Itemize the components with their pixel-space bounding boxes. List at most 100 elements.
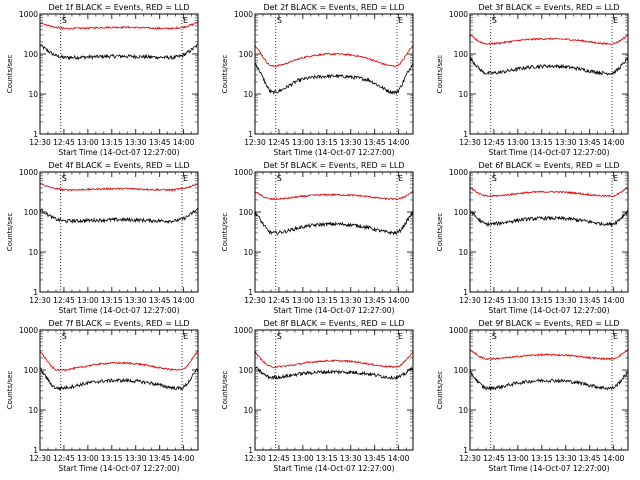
x-tick-label: 14:00	[603, 296, 625, 305]
x-axis-label: Start Time (14-Oct-07 12:27:00)	[58, 306, 179, 315]
y-tick-label: 100	[24, 208, 39, 217]
x-tick-label: 12:45	[53, 454, 75, 463]
y-tick-label: 1000	[449, 168, 468, 177]
detector-panel-6: Det 6f BLACK = Events, RED = LLD Counts/s…	[436, 161, 629, 315]
x-tick-label: 13:00	[77, 296, 99, 305]
marker-label-s: S	[492, 174, 497, 183]
series-lld-line	[469, 348, 629, 361]
series-events-line	[469, 369, 629, 391]
x-tick-label: 13:15	[316, 138, 338, 147]
plot-frame	[254, 13, 414, 135]
detector-panel-5: Det 5f BLACK = Events, RED = LLD Counts/s…	[221, 161, 414, 315]
y-tick-label: 1000	[449, 10, 468, 19]
series-events-line	[39, 207, 199, 225]
y-tick-label: 100	[454, 208, 469, 217]
y-tick-label: 100	[454, 50, 469, 59]
x-tick-label: 12:45	[268, 454, 290, 463]
y-tick-label: 10	[243, 406, 253, 415]
y-axis-label: Counts/sec	[436, 213, 444, 252]
y-tick-label: 1	[33, 288, 38, 297]
x-tick-label: 13:00	[77, 138, 99, 147]
x-tick-label: 13:30	[555, 454, 577, 463]
x-tick-label: 12:45	[53, 138, 75, 147]
x-axis-label: Start Time (14-Oct-07 12:27:00)	[273, 148, 394, 157]
x-tick-label: 13:15	[101, 454, 123, 463]
y-tick-label: 1	[463, 288, 468, 297]
x-tick-label: 12:30	[459, 138, 481, 147]
x-axis-label: Start Time (14-Oct-07 12:27:00)	[58, 148, 179, 157]
x-tick-label: 12:45	[53, 296, 75, 305]
marker-label-s: S	[62, 332, 67, 341]
y-tick-label: 1000	[19, 10, 38, 19]
y-tick-label: 1	[248, 130, 253, 139]
marker-label-e: E	[183, 174, 188, 183]
x-tick-label: 13:15	[101, 138, 123, 147]
x-tick-label: 12:30	[244, 138, 266, 147]
y-tick-label: 1	[33, 446, 38, 455]
x-tick-label: 13:30	[125, 454, 147, 463]
panel-title: Det 9f BLACK = Events, RED = LLD	[478, 319, 619, 328]
detector-panel-9: Det 9f BLACK = Events, RED = LLD Counts/s…	[436, 319, 629, 473]
detector-panel-8: Det 8f BLACK = Events, RED = LLD Counts/s…	[221, 319, 414, 473]
y-tick-label: 1000	[19, 326, 38, 335]
detector-panel-7: Det 7f BLACK = Events, RED = LLD Counts/s…	[6, 319, 199, 473]
x-axis-label: Start Time (14-Oct-07 12:27:00)	[273, 464, 394, 473]
y-tick-label: 100	[24, 50, 39, 59]
marker-label-e: E	[183, 332, 188, 341]
x-tick-label: 13:00	[507, 296, 529, 305]
x-axis-label: Start Time (14-Oct-07 12:27:00)	[488, 148, 609, 157]
x-axis-label: Start Time (14-Oct-07 12:27:00)	[273, 306, 394, 315]
marker-label-s: S	[62, 174, 67, 183]
x-tick-label: 14:00	[173, 454, 195, 463]
y-tick-label: 10	[243, 248, 253, 257]
y-axis-label: Counts/sec	[6, 213, 14, 252]
detector-panel-4: Det 4f BLACK = Events, RED = LLD Counts/s…	[6, 161, 199, 315]
y-tick-label: 10	[28, 90, 38, 99]
marker-label-e: E	[398, 16, 403, 25]
y-tick-label: 100	[239, 50, 254, 59]
plot-frame	[39, 171, 199, 293]
panel-title: Det 8f BLACK = Events, RED = LLD	[263, 319, 404, 328]
x-tick-label: 13:00	[77, 454, 99, 463]
y-axis-label: Counts/sec	[436, 371, 444, 410]
x-tick-label: 13:00	[507, 454, 529, 463]
x-tick-label: 13:15	[531, 138, 553, 147]
y-tick-label: 10	[458, 90, 468, 99]
y-axis-label: Counts/sec	[6, 371, 14, 410]
x-tick-label: 13:45	[149, 296, 171, 305]
series-lld-line	[39, 350, 199, 372]
x-tick-label: 13:45	[149, 138, 171, 147]
panel-title: Det 3f BLACK = Events, RED = LLD	[478, 3, 619, 12]
x-tick-label: 12:45	[483, 138, 505, 147]
y-tick-label: 100	[454, 366, 469, 375]
x-tick-label: 13:00	[292, 138, 314, 147]
y-tick-label: 1000	[19, 168, 38, 177]
series-lld-line	[39, 21, 199, 31]
x-tick-label: 12:30	[244, 454, 266, 463]
series-events-line	[469, 209, 629, 228]
x-tick-label: 13:15	[316, 296, 338, 305]
y-axis-label: Counts/sec	[221, 55, 229, 94]
y-tick-label: 100	[24, 366, 39, 375]
x-tick-label: 13:45	[579, 454, 601, 463]
series-lld-line	[254, 190, 414, 201]
marker-label-e: E	[398, 174, 403, 183]
y-tick-label: 10	[28, 406, 38, 415]
panel-title: Det 6f BLACK = Events, RED = LLD	[478, 161, 619, 170]
panel-title: Det 2f BLACK = Events, RED = LLD	[263, 3, 404, 12]
y-tick-label: 1	[463, 130, 468, 139]
y-tick-label: 100	[239, 366, 254, 375]
series-events-line	[39, 367, 199, 391]
marker-label-s: S	[277, 16, 282, 25]
y-tick-label: 10	[28, 248, 38, 257]
y-tick-label: 1000	[449, 326, 468, 335]
x-tick-label: 12:45	[483, 296, 505, 305]
series-lld-line	[254, 44, 414, 68]
marker-label-s: S	[492, 332, 497, 341]
plot-frame	[469, 329, 629, 451]
y-tick-label: 100	[239, 208, 254, 217]
x-tick-label: 12:30	[459, 296, 481, 305]
series-lld-line	[39, 182, 199, 192]
x-tick-label: 13:45	[364, 138, 386, 147]
